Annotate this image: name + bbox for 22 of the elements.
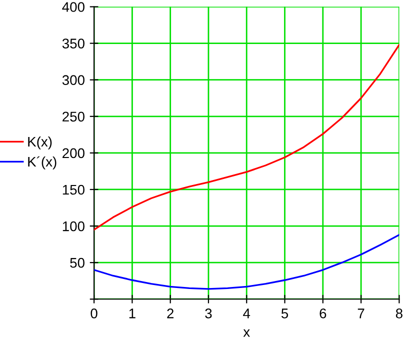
y-tick-label: 50 [70, 258, 84, 268]
x-tick-label: 2 [167, 308, 174, 318]
y-tick-label: 400 [62, 2, 84, 12]
x-tick-label: 8 [396, 308, 402, 318]
legend-label: K´(x) [28, 156, 56, 170]
y-tick-label: 250 [62, 112, 84, 122]
x-tick-label: 0 [90, 308, 98, 318]
line-series [94, 44, 400, 231]
x-tick-label: 3 [205, 308, 212, 318]
y-tick-label: 150 [62, 184, 84, 195]
legend-label: K(x) [28, 136, 52, 150]
line-series [94, 234, 400, 290]
y-tick-label: 200 [62, 148, 84, 158]
x-tick-label: 7 [358, 308, 364, 318]
x-tick-label: 1 [129, 308, 136, 318]
x-tick-label: 5 [281, 308, 288, 318]
y-tick-label: 100 [62, 221, 84, 232]
y-tick-label: 300 [62, 75, 84, 86]
x-tick-label: 4 [243, 308, 250, 318]
y-tick-label: 350 [62, 38, 84, 48]
x-axis-title: x [243, 329, 250, 337]
x-tick-label: 6 [320, 308, 326, 318]
